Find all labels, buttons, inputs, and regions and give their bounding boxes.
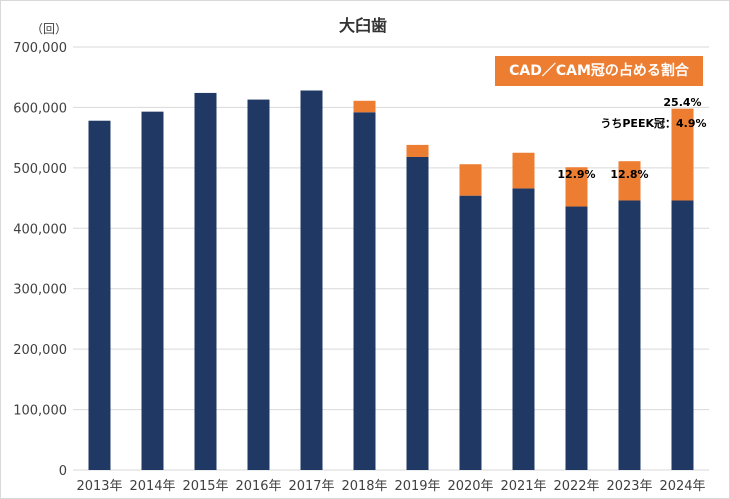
x-tick-label: 2024年 bbox=[659, 479, 705, 494]
x-tick-label: 2023年 bbox=[606, 479, 652, 494]
bar-segment-base bbox=[512, 188, 535, 470]
y-tick-label: 300,000 bbox=[13, 283, 67, 298]
x-tick-label: 2021年 bbox=[500, 479, 546, 494]
x-tick-label: 2017年 bbox=[288, 479, 334, 494]
percent-annotation: うちPEEK冠：4.9% bbox=[600, 117, 706, 130]
y-tick-label: 100,000 bbox=[13, 404, 67, 419]
bar-segment-base bbox=[406, 156, 429, 471]
bars bbox=[88, 90, 694, 471]
y-unit-label: （回） bbox=[31, 22, 67, 36]
bar-segment-base bbox=[618, 200, 641, 470]
bar-segment-base bbox=[88, 120, 111, 471]
bar-segment-base bbox=[141, 111, 164, 470]
x-tick-label: 2020年 bbox=[447, 479, 493, 494]
bar-segment-cad-cam bbox=[671, 108, 694, 201]
x-tick-label: 2018年 bbox=[341, 479, 387, 494]
bar-segment-base bbox=[353, 112, 376, 471]
y-axis: 0 100,000 200,000 300,000 400,000 500,000 600,… bbox=[13, 41, 67, 479]
bar-segment-base bbox=[300, 90, 323, 470]
x-tick-label: 2015年 bbox=[182, 479, 228, 494]
bar-segment-cad-cam bbox=[459, 164, 482, 196]
bar-segment-base bbox=[194, 92, 217, 470]
y-tick-label: 400,000 bbox=[13, 222, 67, 237]
bar-segment-cad-cam bbox=[406, 144, 429, 157]
legend-cad-cam-share: CAD／CAM冠の占める割合 bbox=[495, 56, 703, 86]
y-tick-label: 500,000 bbox=[13, 162, 67, 177]
percent-annotation: 25.4% bbox=[663, 96, 701, 109]
bar-segment-cad-cam bbox=[565, 167, 588, 207]
bar-segment-base bbox=[565, 206, 588, 470]
bar-segment-base bbox=[247, 99, 270, 470]
x-tick-label: 2013年 bbox=[76, 479, 122, 494]
y-tick-label: 600,000 bbox=[13, 101, 67, 116]
percent-annotation: 12.8% bbox=[610, 168, 648, 181]
bar-segment-cad-cam bbox=[618, 161, 641, 201]
x-tick-label: 2022年 bbox=[553, 479, 599, 494]
x-tick-label: 2019年 bbox=[394, 479, 440, 494]
gridlines bbox=[73, 46, 709, 471]
bar-segment-cad-cam bbox=[512, 152, 535, 189]
bar-segment-cad-cam bbox=[353, 100, 376, 113]
bar-segment-base bbox=[671, 200, 694, 470]
x-axis: 2013年 2014年 2015年 2016年 2017年 2018年 2019年 2020年… bbox=[76, 479, 705, 494]
chart-title: 大臼歯 bbox=[339, 16, 387, 35]
x-tick-label: 2016年 bbox=[235, 479, 281, 494]
x-tick-label: 2014年 bbox=[129, 479, 175, 494]
y-tick-label: 0 bbox=[59, 464, 67, 479]
annotations: 12.9% 12.8% 25.4% うちPEEK冠：4.9% bbox=[557, 96, 706, 181]
bar-segment-base bbox=[459, 195, 482, 470]
y-tick-label: 700,000 bbox=[13, 41, 67, 56]
percent-annotation: 12.9% bbox=[557, 168, 595, 181]
y-tick-label: 200,000 bbox=[13, 343, 67, 358]
